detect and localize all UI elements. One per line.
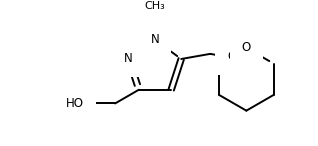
Text: O: O <box>242 41 251 54</box>
Text: N: N <box>124 52 132 65</box>
Text: HO: HO <box>66 97 84 110</box>
Text: N: N <box>151 33 159 46</box>
Text: O: O <box>227 50 236 63</box>
Text: CH₃: CH₃ <box>145 1 165 11</box>
